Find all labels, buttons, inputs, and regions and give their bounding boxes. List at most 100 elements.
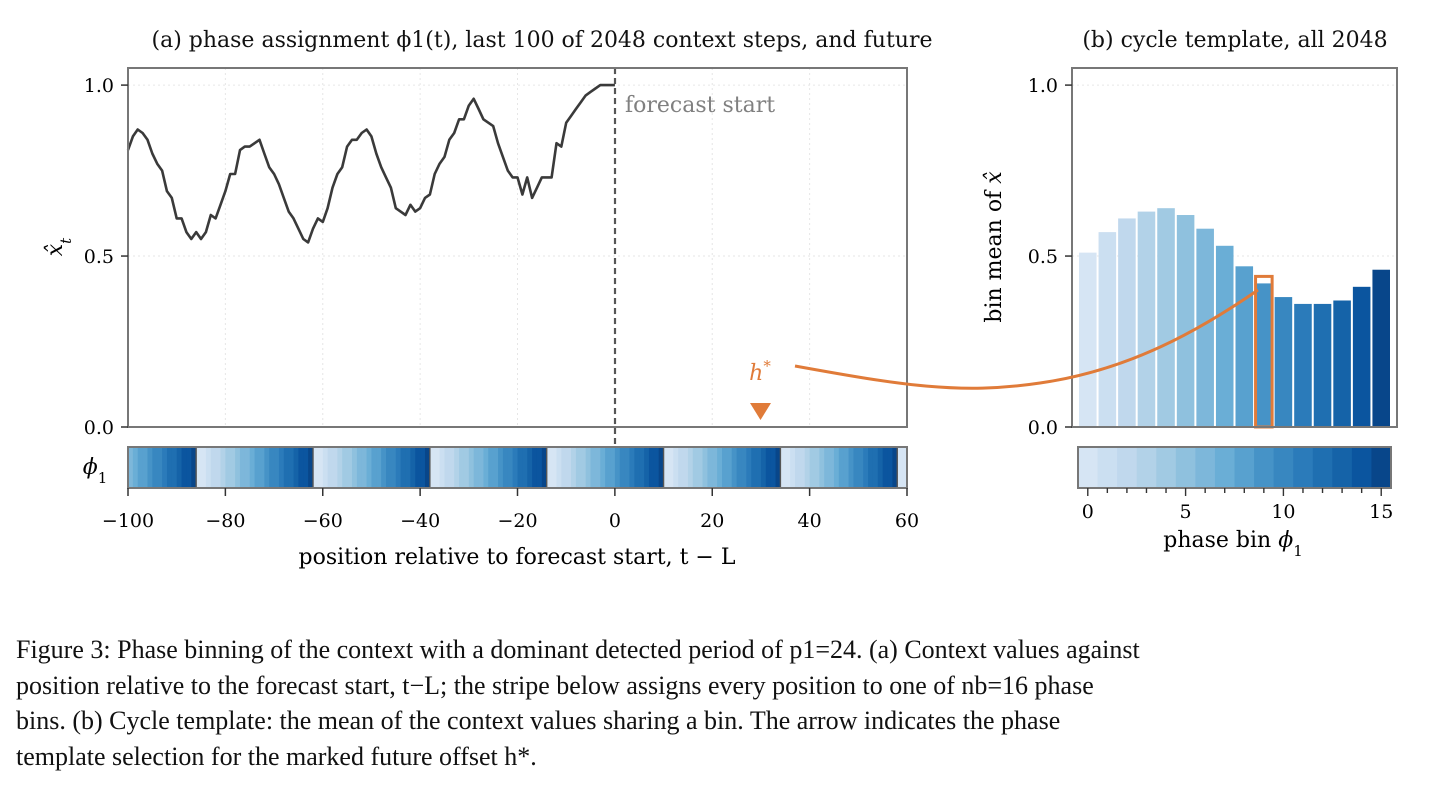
phase-cell bbox=[342, 447, 348, 488]
phase-cell bbox=[201, 447, 207, 488]
phase-cell bbox=[498, 447, 504, 488]
phase-cell bbox=[303, 447, 309, 488]
phase-cell bbox=[468, 447, 475, 488]
phase-bin-bar bbox=[1313, 303, 1332, 427]
phase-cell bbox=[541, 447, 548, 488]
phase-cell bbox=[863, 447, 869, 488]
x-tick-label: 5 bbox=[1180, 501, 1192, 523]
panel-a-axes-frame bbox=[127, 67, 908, 428]
colorbar-cell bbox=[1351, 447, 1372, 488]
phase-bin-bar bbox=[1137, 211, 1156, 427]
x-tick-label: 60 bbox=[895, 510, 919, 532]
phase-cell bbox=[644, 447, 650, 488]
phase-cell bbox=[347, 447, 353, 488]
y-tick-label: 1.0 bbox=[1028, 75, 1058, 97]
phase-cell bbox=[619, 447, 626, 488]
phase-cell bbox=[356, 447, 363, 488]
phase-cell bbox=[171, 447, 178, 488]
phase-cell bbox=[580, 447, 587, 488]
phase-cell bbox=[244, 447, 251, 488]
phase-cell bbox=[551, 447, 558, 488]
phase-cell bbox=[731, 447, 738, 488]
phase-cell bbox=[868, 447, 874, 488]
phase-cell bbox=[697, 447, 704, 488]
phase-cell bbox=[147, 447, 153, 488]
phase-bin-bar bbox=[1098, 232, 1117, 427]
colorbar-cell bbox=[1117, 447, 1138, 488]
x-tick-label: 10 bbox=[1271, 501, 1295, 523]
phase-cell bbox=[376, 447, 382, 488]
phase-cell bbox=[439, 447, 446, 488]
phase-cell bbox=[809, 447, 816, 488]
phase-cell bbox=[366, 447, 373, 488]
phase-cell bbox=[424, 447, 431, 488]
phase-cell bbox=[610, 447, 616, 488]
phase-cell bbox=[259, 447, 265, 488]
colorbar-cell bbox=[1175, 447, 1196, 488]
phase-cell bbox=[415, 447, 421, 488]
phase-cell bbox=[235, 447, 241, 488]
y-tick-label: 0.5 bbox=[1028, 246, 1058, 268]
phase-cell bbox=[653, 447, 660, 488]
phase-cell bbox=[629, 447, 635, 488]
phase-cell bbox=[556, 447, 562, 488]
phase-cell bbox=[624, 447, 631, 488]
phase-cell bbox=[249, 447, 256, 488]
panel-b-axes-frame bbox=[1071, 67, 1398, 428]
phase-cell bbox=[892, 447, 898, 488]
phase-cell bbox=[775, 447, 782, 488]
phase-cell bbox=[239, 447, 246, 488]
phase-colorbar-frame bbox=[1077, 446, 1392, 489]
phase-cell bbox=[736, 447, 743, 488]
panel-a-title: (a) phase assignment ϕ1(t), last 100 of … bbox=[152, 28, 933, 53]
phase-cell bbox=[327, 447, 334, 488]
phase-cell bbox=[517, 447, 523, 488]
phase-cell bbox=[473, 447, 480, 488]
phase-cell bbox=[230, 447, 236, 488]
colorbar-cell bbox=[1136, 447, 1157, 488]
panel-a-line-series bbox=[126, 83, 615, 244]
phase-cell bbox=[400, 447, 407, 488]
phase-cell bbox=[765, 447, 772, 488]
phase-cell bbox=[220, 447, 226, 488]
y-tick-label: 0.0 bbox=[84, 417, 114, 439]
phase-cell bbox=[390, 447, 397, 488]
colorbar-cell bbox=[1156, 447, 1177, 488]
phase-cell bbox=[902, 447, 908, 488]
panel-a-grid bbox=[127, 68, 908, 428]
x-tick-label: 40 bbox=[798, 510, 822, 532]
phase-cell bbox=[512, 447, 519, 488]
phase-cell bbox=[795, 447, 801, 488]
phase-stripe-label: ϕ1 bbox=[83, 455, 108, 487]
phase-cell bbox=[128, 447, 134, 488]
phase-cell bbox=[726, 447, 733, 488]
colorbar-cell bbox=[1195, 447, 1216, 488]
colorbar-cell bbox=[1312, 447, 1333, 488]
phase-cell bbox=[532, 447, 538, 488]
phase-cell bbox=[663, 447, 670, 488]
phase-cell bbox=[780, 447, 786, 488]
panel-b-bars bbox=[1079, 208, 1390, 429]
phase-cell bbox=[843, 447, 850, 488]
panel-a-xlabel: position relative to forecast start, t −… bbox=[299, 545, 736, 570]
phase-cell bbox=[152, 447, 158, 488]
phase-bin-bar bbox=[1118, 218, 1136, 427]
phase-cell bbox=[838, 447, 845, 488]
phase-cell bbox=[137, 447, 144, 488]
panel-a-xticks: −100 −80 −60 −40 −20 0 20 40 60 bbox=[102, 488, 919, 532]
future-offset-marker bbox=[750, 403, 771, 420]
phase-cell bbox=[527, 447, 533, 488]
phase-cell bbox=[493, 447, 499, 488]
phase-cell bbox=[337, 447, 343, 488]
colorbar-cell bbox=[1097, 447, 1118, 488]
phase-cell bbox=[692, 447, 699, 488]
phase-cell bbox=[536, 447, 543, 488]
phase-bin-bar bbox=[1333, 300, 1351, 427]
phase-cell bbox=[429, 447, 436, 488]
x-tick-label: 15 bbox=[1369, 501, 1393, 523]
x-tick-label: 20 bbox=[700, 510, 724, 532]
phase-cell bbox=[381, 447, 387, 488]
x-tick-label: −100 bbox=[102, 510, 154, 532]
phase-cell bbox=[254, 447, 261, 488]
phase-cell bbox=[590, 447, 596, 488]
